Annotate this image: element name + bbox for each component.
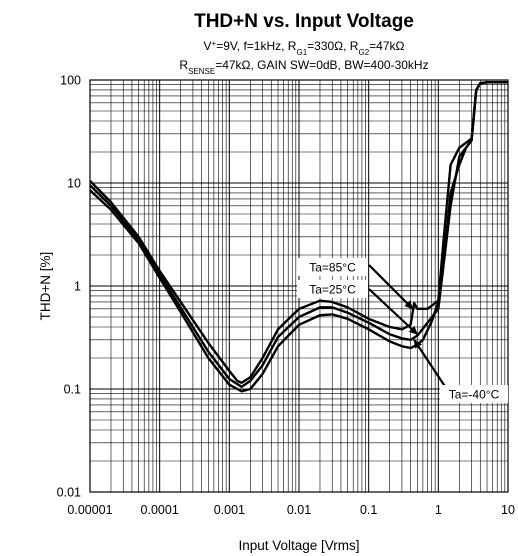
y-tick-label: 100 <box>60 74 81 88</box>
y-axis-tick-labels: 0.01 0.1 1 10 100 <box>57 74 81 500</box>
series-line <box>89 81 508 384</box>
x-tick-label: 0.01 <box>287 503 311 517</box>
x-tick-label: 0.001 <box>214 503 245 517</box>
series-line <box>89 81 508 393</box>
annotation-label: Ta=85°C <box>309 261 356 275</box>
x-axis-label: Input Voltage [Vrms] <box>238 538 359 553</box>
x-tick-label: 0.0001 <box>141 503 179 517</box>
y-tick-label: 0.1 <box>64 383 81 397</box>
annotation: Ta=-40°C <box>413 339 508 403</box>
annotation-label: Ta=25°C <box>309 283 356 297</box>
x-axis-tick-labels: 0.00001 0.0001 0.001 0.01 0.1 1 10 <box>67 503 515 517</box>
y-axis-label: THD+N [%] <box>38 252 53 321</box>
annotation-arrow <box>413 339 447 389</box>
x-tick-label: 0.00001 <box>67 503 112 517</box>
y-tick-label: 0.01 <box>57 486 81 500</box>
annotation-box <box>440 385 508 403</box>
annotation-label: Ta=-40°C <box>449 388 500 402</box>
annotation-layer: Ta=85°C Ta=25°C Ta=-40°C <box>297 258 508 403</box>
chart-subtitle-line1: V+=9V, f=1kHz, RG1=330Ω, RG2=47kΩ <box>204 39 405 57</box>
y-tick-label: 10 <box>67 177 81 191</box>
annotation-box <box>297 280 368 298</box>
chart-title: THD+N vs. Input Voltage <box>194 11 414 32</box>
series-layer <box>89 81 508 393</box>
x-tick-label: 1 <box>435 503 442 517</box>
x-tick-label: 10 <box>501 503 515 517</box>
x-tick-label: 0.1 <box>360 503 377 517</box>
annotation-arrow <box>368 288 419 336</box>
y-tick-label: 1 <box>74 280 81 294</box>
chart-subtitle-line2: RSENSE=47kΩ, GAIN SW=0dB, BW=400-30kHz <box>179 58 428 76</box>
annotation-arrow <box>368 264 414 310</box>
annotation: Ta=85°C <box>297 258 414 310</box>
plot-area-frame <box>89 79 509 493</box>
annotation-box <box>297 258 368 276</box>
annotation: Ta=25°C <box>297 280 419 336</box>
